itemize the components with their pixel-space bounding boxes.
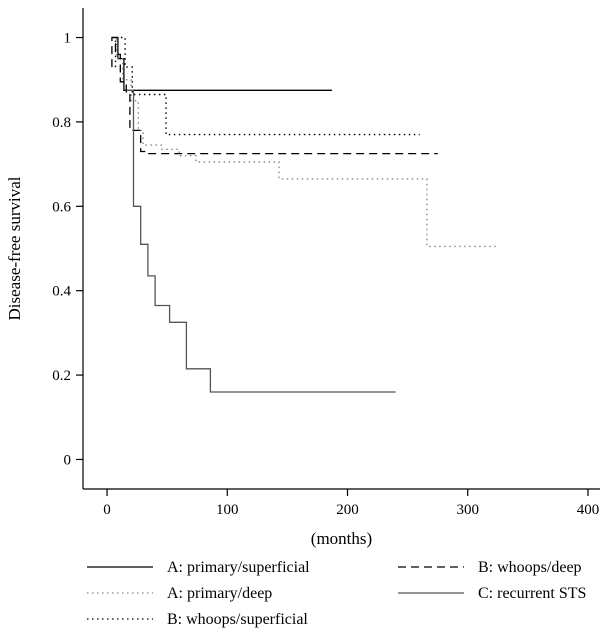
series-line-3 <box>111 36 438 155</box>
legend-label-0: A: primary/superficial <box>167 559 310 576</box>
series-group <box>111 36 499 393</box>
y-axis-title: Disease-free survival <box>5 176 24 320</box>
x-tick-label: 300 <box>456 502 479 518</box>
legend-label-2: B: whoops/superficial <box>167 611 308 628</box>
y-tick-label: 0.6 <box>52 199 71 215</box>
x-tick-label: 100 <box>216 502 239 518</box>
y-tick-label: 0.4 <box>52 284 71 300</box>
tick-group: 0 100 200 300 400 0 0.2 0.4 0.6 0.8 1 <box>52 31 599 518</box>
legend-label-1: A: primary/deep <box>167 585 272 602</box>
series-line-4 <box>126 89 396 393</box>
legend-label-4: C: recurrent STS <box>478 585 586 602</box>
x-axis-title: (months) <box>311 529 372 548</box>
series-line-1 <box>113 36 499 248</box>
y-tick-label: 0 <box>64 452 72 468</box>
series-line-0 <box>111 36 332 91</box>
y-tick-label: 1 <box>64 31 72 47</box>
y-tick-label: 0.2 <box>52 368 71 384</box>
x-tick-label: 400 <box>577 502 600 518</box>
legend-label-3: B: whoops/deep <box>478 559 582 576</box>
series-line-2 <box>114 36 420 136</box>
y-tick-label: 0.8 <box>52 115 71 131</box>
legend: A: primary/superficial A: primary/deep B: … <box>87 559 586 628</box>
axes <box>82 8 600 490</box>
x-tick-label: 0 <box>103 502 111 518</box>
x-tick-label: 200 <box>336 502 359 518</box>
